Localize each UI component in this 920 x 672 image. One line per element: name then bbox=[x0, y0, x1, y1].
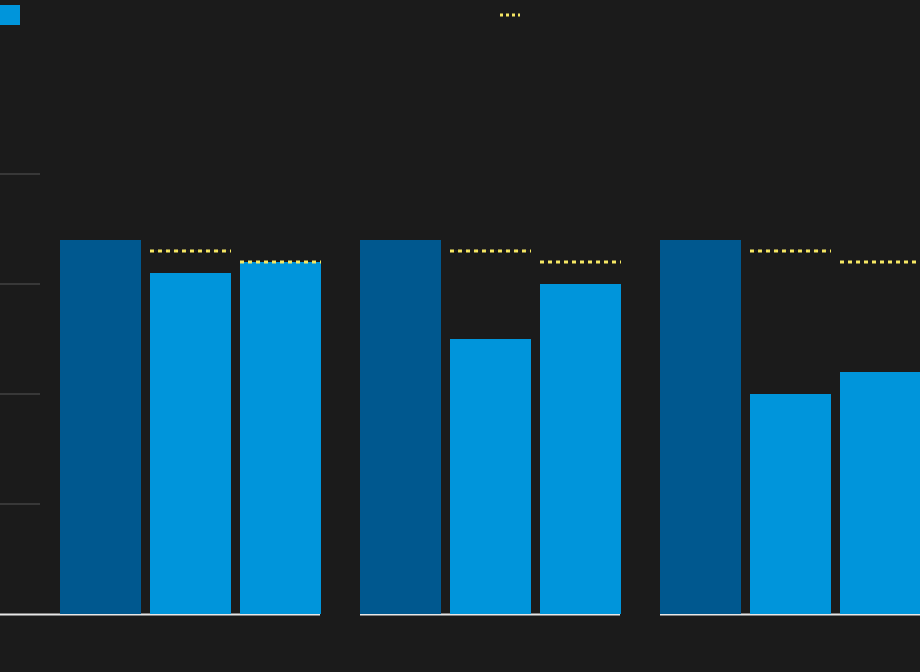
bar bbox=[840, 372, 920, 614]
bar bbox=[360, 240, 441, 614]
bar bbox=[60, 240, 141, 614]
bar bbox=[660, 240, 741, 614]
bar bbox=[750, 394, 831, 614]
bar bbox=[150, 273, 231, 614]
bar bbox=[450, 339, 531, 614]
bar bbox=[540, 284, 621, 614]
legend-swatch bbox=[0, 5, 20, 25]
bar bbox=[240, 262, 321, 614]
